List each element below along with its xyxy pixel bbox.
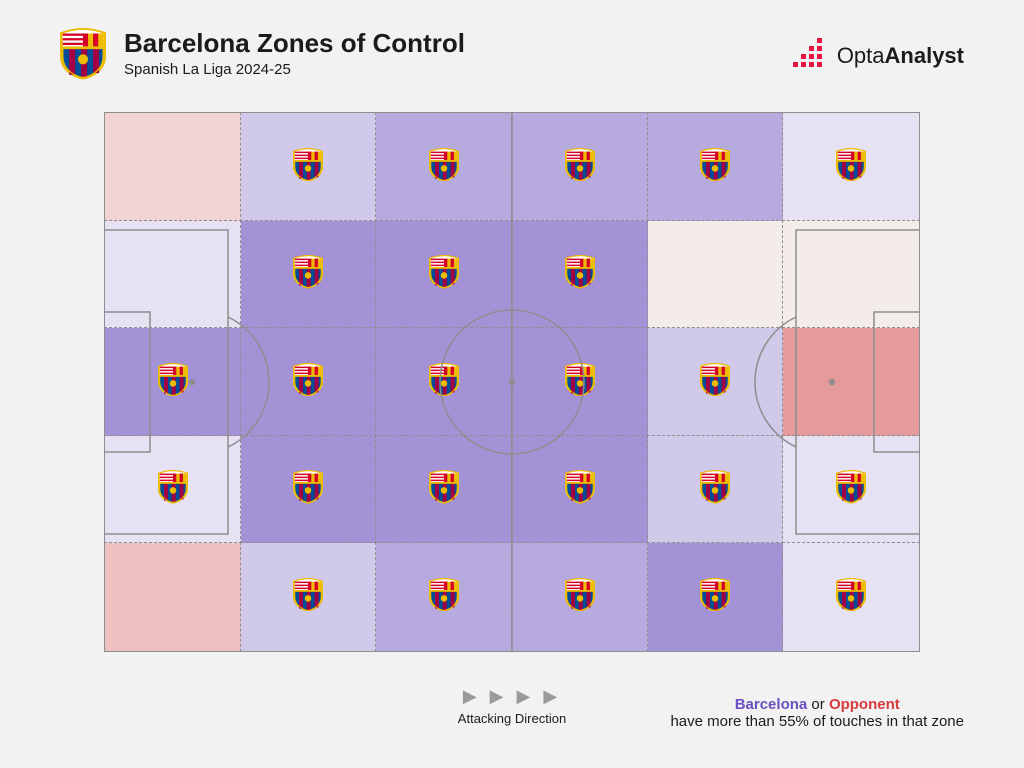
zone-cell	[648, 113, 784, 221]
club-badge-icon	[429, 363, 459, 402]
zone-cell	[376, 221, 512, 329]
club-badge-icon	[429, 578, 459, 617]
brand-name-light: Opta	[837, 43, 885, 68]
club-badge-icon	[293, 470, 323, 509]
legend-team: Barcelona	[735, 696, 808, 713]
title-block: Barcelona Zones of Control Spanish La Li…	[124, 28, 465, 78]
zone-grid	[104, 112, 920, 652]
club-badge-icon	[293, 148, 323, 187]
club-badge-icon	[565, 578, 595, 617]
club-badge-icon	[700, 470, 730, 509]
zone-cell	[783, 328, 919, 436]
zone-cell	[105, 543, 241, 651]
zone-cell	[241, 543, 377, 651]
zone-cell	[648, 436, 784, 544]
club-badge-icon	[836, 578, 866, 617]
zone-cell	[241, 328, 377, 436]
zone-cell	[376, 328, 512, 436]
club-badge-icon	[565, 363, 595, 402]
page-subtitle: Spanish La Liga 2024-25	[124, 61, 465, 78]
zone-cell	[512, 436, 648, 544]
zone-cell	[783, 543, 919, 651]
zone-cell	[241, 221, 377, 329]
club-badge-icon	[565, 148, 595, 187]
club-badge-icon	[293, 255, 323, 294]
zone-cell	[105, 328, 241, 436]
club-badge-icon	[429, 255, 459, 294]
brand-name: OptaAnalyst	[837, 43, 964, 69]
zone-cell	[648, 328, 784, 436]
zone-cell	[648, 221, 784, 329]
club-badge-icon	[836, 470, 866, 509]
club-badge-icon	[60, 28, 106, 85]
legend-opponent: Opponent	[829, 696, 900, 713]
club-badge-icon	[565, 470, 595, 509]
legend: Barcelona or Opponent have more than 55%…	[670, 696, 964, 730]
club-badge-icon	[158, 363, 188, 402]
header: Barcelona Zones of Control Spanish La Li…	[60, 28, 465, 85]
zone-cell	[105, 221, 241, 329]
opta-mark-icon	[793, 38, 827, 73]
club-badge-icon	[836, 148, 866, 187]
club-badge-icon	[429, 470, 459, 509]
zone-cell	[376, 543, 512, 651]
legend-tail: have more than 55% of touches in that zo…	[670, 713, 964, 730]
zone-cell	[783, 113, 919, 221]
club-badge-icon	[429, 148, 459, 187]
zone-cell	[512, 113, 648, 221]
zone-cell	[783, 221, 919, 329]
zone-cell	[648, 543, 784, 651]
legend-connector: or	[807, 696, 829, 713]
club-badge-icon	[293, 363, 323, 402]
zone-cell	[512, 328, 648, 436]
zone-cell	[512, 543, 648, 651]
zone-cell	[783, 436, 919, 544]
club-badge-icon	[158, 470, 188, 509]
graphic-canvas: Barcelona Zones of Control Spanish La Li…	[0, 0, 1024, 768]
zone-cell	[105, 436, 241, 544]
club-badge-icon	[700, 148, 730, 187]
club-badge-icon	[565, 255, 595, 294]
brand-logo: OptaAnalyst	[793, 38, 964, 73]
club-badge-icon	[700, 578, 730, 617]
page-title: Barcelona Zones of Control	[124, 28, 465, 59]
pitch	[104, 112, 920, 652]
zone-cell	[241, 436, 377, 544]
brand-name-bold: Analyst	[885, 43, 964, 68]
zone-cell	[376, 436, 512, 544]
zone-cell	[512, 221, 648, 329]
zone-cell	[105, 113, 241, 221]
club-badge-icon	[293, 578, 323, 617]
zone-cell	[376, 113, 512, 221]
club-badge-icon	[700, 363, 730, 402]
zone-cell	[241, 113, 377, 221]
